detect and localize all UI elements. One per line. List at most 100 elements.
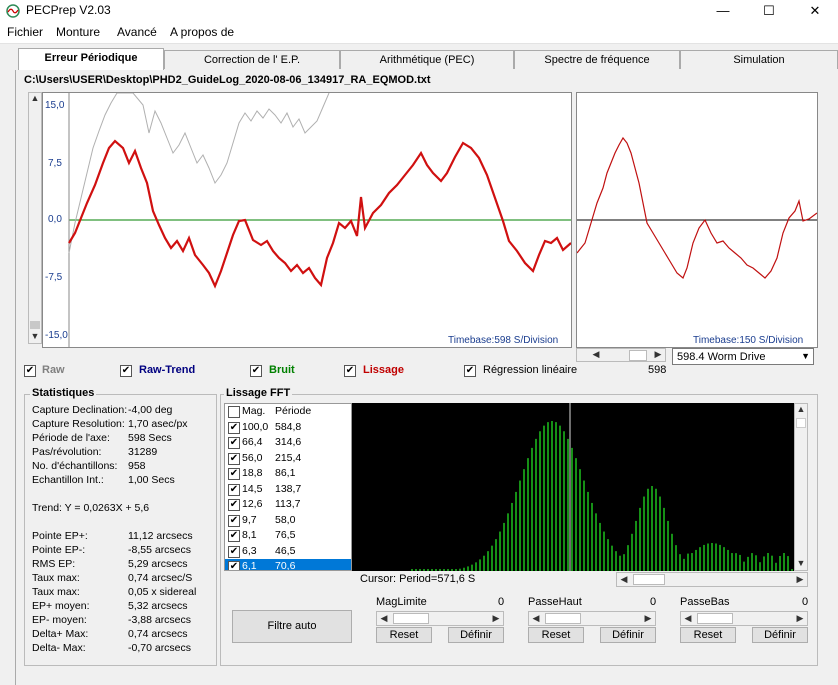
fft-row-checkbox[interactable]: ✔ [228,514,240,527]
stat-value: 1,70 asec/px [128,418,188,430]
slider-thumb[interactable] [393,613,429,624]
menu-fichier[interactable]: Fichier [7,25,44,39]
worm-plot-svg [577,136,817,279]
fft-row-checkbox[interactable]: ✔ [228,483,240,496]
raw-checkbox[interactable]: ✔ [24,365,36,377]
maximize-button[interactable]: ☐ [763,3,775,18]
fft-row-checkbox[interactable]: ✔ [228,468,240,480]
fft-row-checkbox[interactable]: ✔ [228,437,240,449]
fft-period: 215,4 [275,451,302,464]
definir-button[interactable]: Définir [448,627,504,643]
fft-mag: 6,1 [242,560,257,571]
scroll-right-icon[interactable]: ▶ [796,613,804,623]
bruit-label: Bruit [269,364,295,376]
regression-checkbox[interactable]: ✔ [464,365,476,377]
reset-button[interactable]: Reset [528,627,584,643]
fft-list[interactable]: Mag. Période ✔ 100,0 584,8 ✔ 66,4 314,6 … [224,403,352,571]
definir-button[interactable]: Définir [600,627,656,643]
scroll-right-icon[interactable]: ▶ [492,613,500,623]
bruit-checkbox[interactable]: ✔ [250,365,262,377]
stat-value: -3,88 arcsecs [128,614,192,626]
list-item[interactable]: ✔ 18,8 86,1 [225,466,351,482]
tab-arithmetique[interactable]: Arithmétique (PEC) [340,50,514,69]
list-item[interactable]: ✔ 12,6 113,7 [225,497,351,513]
file-path: C:\Users\USER\Desktop\PHD2_GuideLog_2020… [24,74,431,86]
filtre-auto-button[interactable]: Filtre auto [232,610,352,643]
worm-drive-select[interactable]: 598.4 Worm Drive ▼ [672,348,814,365]
lissage-label: Lissage [363,364,404,376]
scroll-left-icon[interactable]: ◀ [620,574,628,584]
list-item[interactable]: ✔ 14,5 138,7 [225,482,351,498]
scroll-left-icon[interactable]: ◀ [684,613,692,623]
scroll-left-icon[interactable]: ◀ [532,613,540,623]
stat-value: -4,00 deg [128,404,173,416]
stat-value: 598 Secs [128,432,172,444]
fft-row-checkbox[interactable]: ✔ [228,545,240,558]
list-item[interactable]: ✔ 8,1 76,5 [225,528,351,544]
fft-spectrum-plot[interactable] [352,403,794,571]
fft-hscroll[interactable]: ◀ ▶ [616,572,808,587]
list-item[interactable]: ✔ 100,0 584,8 [225,420,351,436]
close-button[interactable]: ✕ [809,3,821,18]
reset-button[interactable]: Reset [376,627,432,643]
main-plot-svg [68,93,571,347]
reset-button[interactable]: Reset [680,627,736,643]
fft-row-checkbox[interactable]: ✔ [228,421,240,434]
y-tick-15: 15,0 [45,100,65,111]
slider-thumb[interactable] [545,613,581,624]
worm-hscroll[interactable]: ◀ ▶ [576,348,666,362]
worm-period-plot[interactable]: Timebase:150 S/Division [576,92,818,348]
main-plot-vscroll[interactable]: ▲ ▼ [28,92,42,344]
main-error-plot[interactable]: Timebase:598 S/Division [42,92,572,348]
scroll-thumb[interactable] [30,321,40,329]
slider-track[interactable]: ◀ ▶ [376,611,504,626]
scroll-up-icon[interactable]: ▲ [796,404,806,414]
fft-hscroll-thumb[interactable] [633,574,665,585]
scroll-down-icon[interactable]: ▼ [30,331,40,341]
fft-header-checkbox[interactable] [228,406,240,418]
scroll-left-icon[interactable]: ◀ [380,613,388,623]
fft-vscroll[interactable]: ▲ ▼ [794,403,808,571]
menu-avance[interactable]: Avancé [117,25,157,39]
tab-simulation[interactable]: Simulation [680,50,838,69]
menu-a-propos[interactable]: A propos de [170,25,235,39]
list-item[interactable]: ✔ 6,1 70,6 [225,559,351,571]
stat-label: Période de l'axe: [32,432,110,444]
list-item[interactable]: ✔ 9,7 58,0 [225,513,351,529]
tab-erreur-periodique[interactable]: Erreur Périodique [18,48,164,70]
y-tick-neg-15: -15,0 [45,330,68,341]
scroll-right-icon[interactable]: ▶ [796,574,804,584]
minimize-button[interactable]: — [716,3,730,18]
worm-drive-value: 598.4 Worm Drive [677,351,766,363]
list-item[interactable]: ✔ 56,0 215,4 [225,451,351,467]
tab-spectre[interactable]: Spectre de fréquence [514,50,680,69]
list-item[interactable]: ✔ 66,4 314,6 [225,435,351,451]
fft-row-checkbox[interactable]: ✔ [228,530,240,542]
menu-monture[interactable]: Monture [56,25,101,39]
slider-track[interactable]: ◀ ▶ [680,611,808,626]
lissage-checkbox[interactable]: ✔ [344,365,356,377]
slider-label: PasseHaut [528,596,582,608]
fft-vscroll-thumb[interactable] [796,418,806,428]
fft-row-checkbox[interactable]: ✔ [228,561,240,571]
stat-value: -0,70 arcsecs [128,642,192,654]
fft-period: 86,1 [275,467,296,479]
fft-mag: 8,1 [242,529,257,541]
scroll-up-icon[interactable]: ▲ [30,93,40,103]
list-item[interactable]: ✔ 6,3 46,5 [225,544,351,560]
scroll-down-icon[interactable]: ▼ [796,558,806,568]
stat-label: EP- moyen: [32,614,87,626]
scroll-right-icon[interactable]: ▶ [644,613,652,623]
fft-row-checkbox[interactable]: ✔ [228,499,240,511]
tab-correction-ep[interactable]: Correction de l' E.P. [164,50,340,69]
worm-scroll-thumb[interactable] [629,350,647,361]
scroll-right-icon[interactable]: ▶ [654,349,662,359]
stat-value: 1,00 Secs [128,474,175,486]
fft-mag: 18,8 [242,467,263,479]
raw-trend-checkbox[interactable]: ✔ [120,365,132,377]
scroll-left-icon[interactable]: ◀ [592,349,600,359]
definir-button[interactable]: Définir [752,627,808,643]
fft-row-checkbox[interactable]: ✔ [228,452,240,465]
slider-thumb[interactable] [697,613,733,624]
slider-track[interactable]: ◀ ▶ [528,611,656,626]
